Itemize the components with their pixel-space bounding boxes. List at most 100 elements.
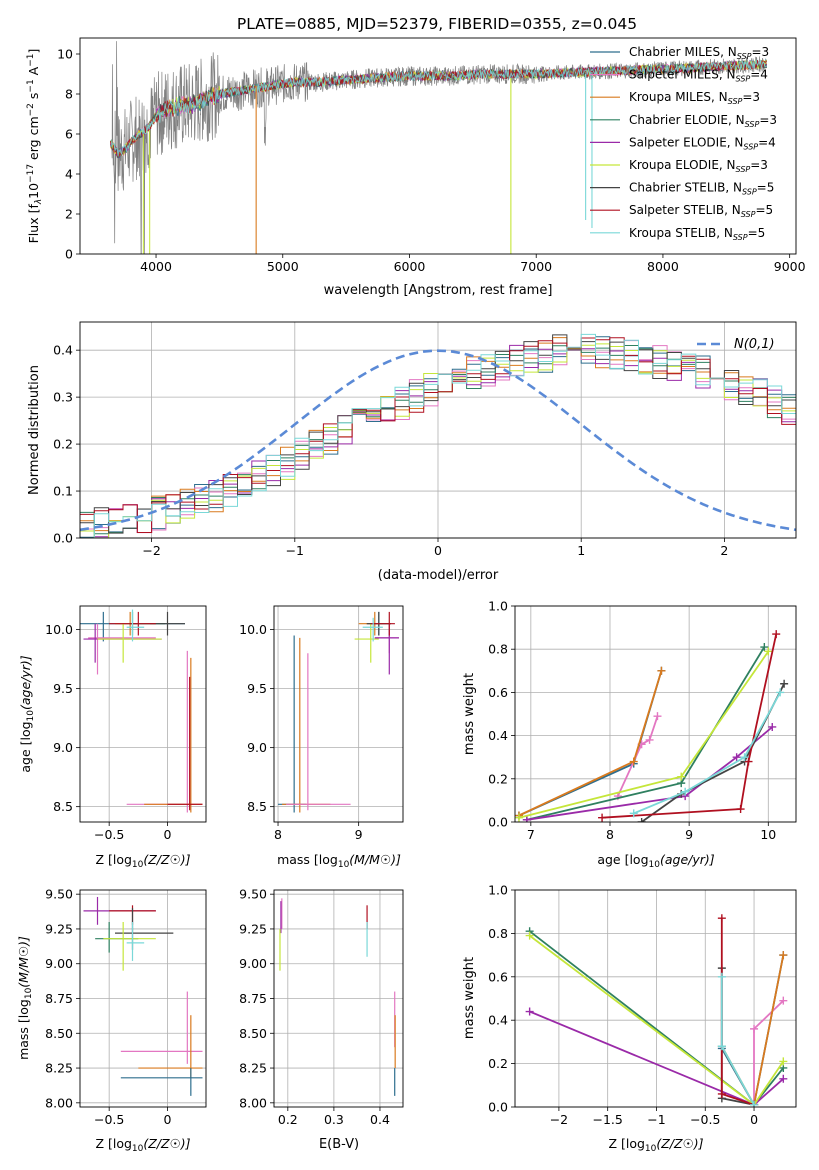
mass-weight-marker: [717, 914, 726, 923]
mass-weight-marker: [780, 679, 789, 688]
mass-weight-line: [526, 646, 766, 821]
mass-weight-marker: [768, 722, 777, 731]
mass-weight-line: [617, 715, 659, 797]
y-tick-label: 9.0: [53, 740, 73, 755]
legend-label: Salpeter STELIB, NSSP=5: [629, 203, 773, 219]
x-tick-label: 0.4: [370, 1112, 390, 1127]
normal-distribution-line: [80, 349, 796, 532]
spectrum-plot-area: [109, 41, 768, 254]
y-tick-label: 0.4: [488, 728, 508, 743]
x-tick-label: 0: [750, 1112, 758, 1127]
x-tick-label: 7000: [520, 259, 552, 274]
y-axis-label: Normed distribution: [27, 365, 42, 495]
mass-weight-marker: [681, 787, 690, 796]
mass-weight-marker: [779, 951, 788, 960]
y-tick-label: 8.50: [45, 1026, 73, 1041]
mass-weight-line: [633, 691, 781, 815]
y-tick-label: 10: [57, 47, 73, 62]
y-tick-label: 8.00: [239, 1095, 267, 1110]
mass-weight-line: [602, 633, 778, 819]
x-tick-label: −0.5: [690, 1112, 720, 1127]
mass-weight-line: [721, 954, 785, 1107]
y-axis-label: mass weight: [462, 957, 477, 1039]
y-tick-label: 0.3: [53, 390, 73, 405]
mass-weight-marker: [760, 643, 769, 652]
y-axis-label: Flux [fλ10−17 erg cm−2 s−1 A−1]: [26, 49, 44, 244]
y-tick-label: 8.25: [45, 1061, 73, 1076]
mass-weight-marker: [598, 813, 607, 822]
y-tick-label: 0.8: [488, 926, 508, 941]
age_vs_Z-plot-area: [80, 609, 203, 813]
mass-weight-marker: [629, 809, 638, 818]
y-tick-label: 8.00: [45, 1095, 73, 1110]
y-tick-label: 0.1: [53, 484, 73, 499]
mass_vs_EBV-plot-area: [279, 898, 396, 1096]
y-tick-label: 8.75: [45, 991, 73, 1006]
x-tick-label: −0.5: [94, 1112, 124, 1127]
mass-weight-marker: [637, 818, 646, 822]
mass-weight-marker: [657, 666, 666, 675]
y-tick-label: 0.8: [488, 642, 508, 657]
y-tick-label: 9.25: [45, 921, 73, 936]
x-axis-label: age [log10(age/yr)]: [597, 852, 714, 870]
histogram-step-line: [80, 337, 796, 533]
plot-frame: [79, 889, 207, 1108]
y-tick-label: 9.50: [45, 887, 73, 902]
x-axis-label: Z [log10(Z/Z☉)]: [608, 1136, 703, 1154]
y-tick-label: 0.2: [488, 771, 508, 786]
legend-label: Kroupa STELIB, NSSP=5: [629, 226, 765, 242]
y-tick-label: 2: [65, 207, 73, 222]
x-tick-label: −0.5: [94, 827, 124, 842]
y-tick-label: 8.50: [239, 1026, 267, 1041]
histogram-step-line: [80, 334, 796, 534]
figure-title: PLATE=0885, MJD=52379, FIBERID=0355, z=0…: [237, 15, 637, 33]
mass-weight-marker: [515, 813, 523, 822]
mass-weight-marker: [653, 712, 662, 721]
mass-weight-marker: [750, 1100, 759, 1107]
plot-frame: [514, 889, 797, 1108]
legend-label: Salpeter MILES, NSSP=4: [629, 68, 768, 84]
y-axis-label: mass [log10(M/M☉)]: [16, 936, 34, 1060]
age-vs-metallicity-panel: −0.5 0 8.5 9.0 9.5 10.0 Z [log10(Z/Z☉)] age [lo…: [18, 605, 207, 870]
x-tick-label: 8: [274, 827, 282, 842]
x-axis-label: E(B-V): [319, 1137, 359, 1152]
x-tick-label: 8000: [647, 259, 679, 274]
mass-weight-marker: [677, 772, 686, 781]
y-tick-label: 9.5: [53, 681, 73, 696]
age_vs_mass-plot-area: [278, 611, 399, 813]
mass-vs-ebv-panel: 0.2 0.3 0.4 8.00 8.25 8.50 8.75 9.00 9.25 9.50 E(B…: [239, 887, 404, 1152]
legend-label: Chabrier STELIB, NSSP=5: [629, 181, 774, 197]
x-axis-label: mass [log10(M/M☉)]: [277, 852, 401, 870]
y-tick-label: 0.0: [488, 815, 508, 830]
legend-label: Chabrier MILES, NSSP=3: [629, 45, 769, 61]
x-tick-label: 0.3: [324, 1112, 344, 1127]
legend-label: Chabrier ELODIE, NSSP=3: [629, 113, 777, 129]
x-tick-label: 0.2: [278, 1112, 298, 1127]
mass-weight-marker: [522, 815, 531, 822]
y-tick-label: 0.4: [488, 1013, 508, 1028]
mw_vs_Z-plot-area: [525, 914, 788, 1107]
mass-weight-marker: [740, 753, 749, 762]
x-tick-label: 2: [720, 543, 728, 558]
y-tick-label: 9.0: [247, 740, 267, 755]
x-tick-label: −1: [647, 1112, 665, 1127]
y-tick-label: 9.00: [239, 956, 267, 971]
plot-frame: [79, 37, 797, 255]
x-tick-label: 9000: [774, 259, 806, 274]
x-tick-label: −1: [286, 543, 304, 558]
plot-frame: [79, 605, 207, 823]
mass-weight-marker: [772, 630, 781, 639]
histogram-plot-area: [80, 333, 796, 538]
mass-weight-marker: [736, 805, 745, 814]
y-tick-label: 6: [65, 127, 73, 142]
mass-weight-marker: [779, 996, 788, 1005]
plot-frame: [79, 321, 797, 539]
x-axis-label: Z [log10(Z/Z☉)]: [95, 852, 190, 870]
y-tick-label: 0.6: [488, 685, 508, 700]
y-axis-label: age [log10(age/yr)]: [18, 655, 36, 772]
plot-frame: [273, 889, 404, 1108]
mass-weight-vs-metallicity-panel: −2 −1.5 −1 −0.5 0 0.0 0.2 0.4 0.6 0.8 1.0 Z [log10(…: [462, 883, 797, 1154]
x-tick-label: −2: [142, 543, 160, 558]
mass-weight-marker: [732, 753, 741, 762]
